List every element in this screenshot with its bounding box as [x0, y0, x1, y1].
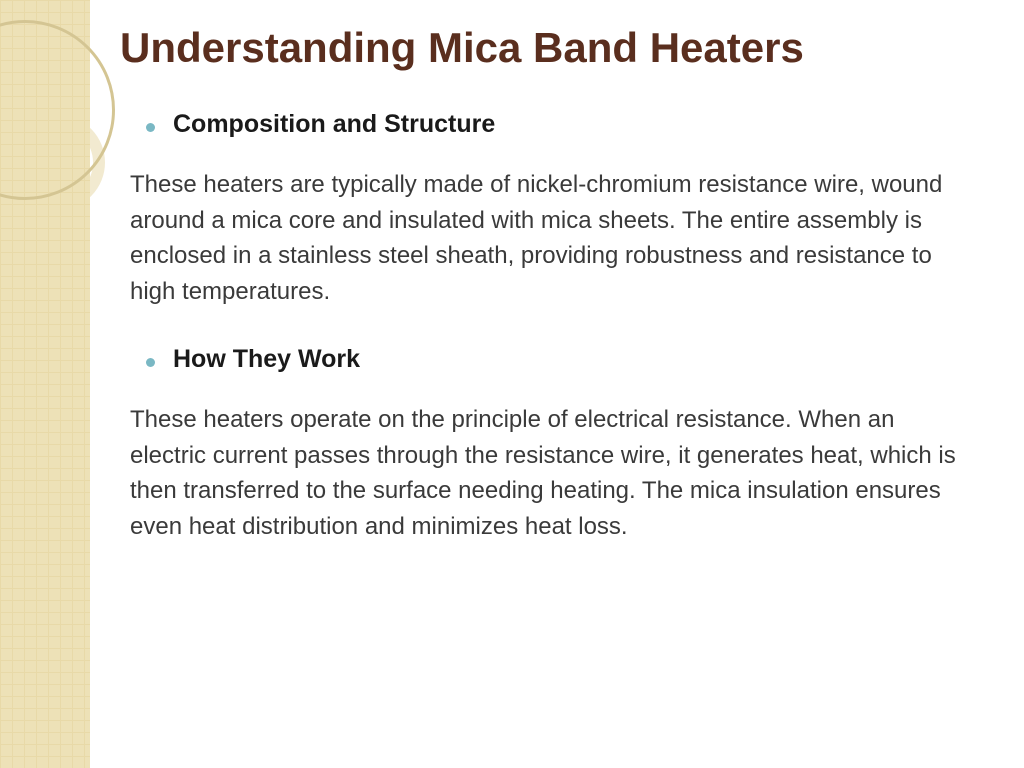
- bullet-heading: How They Work: [173, 345, 360, 374]
- slide-title: Understanding Mica Band Heaters: [120, 24, 804, 72]
- bullet-dot-icon: [146, 123, 155, 132]
- bullet-dot-icon: [146, 358, 155, 367]
- slide-content: Composition and Structure These heaters …: [130, 110, 970, 580]
- bullet-heading: Composition and Structure: [173, 110, 495, 139]
- bullet-item: Composition and Structure: [130, 110, 970, 139]
- bullet-paragraph: These heaters are typically made of nick…: [130, 167, 970, 309]
- bullet-item: How They Work: [130, 345, 970, 374]
- bullet-paragraph: These heaters operate on the principle o…: [130, 402, 970, 544]
